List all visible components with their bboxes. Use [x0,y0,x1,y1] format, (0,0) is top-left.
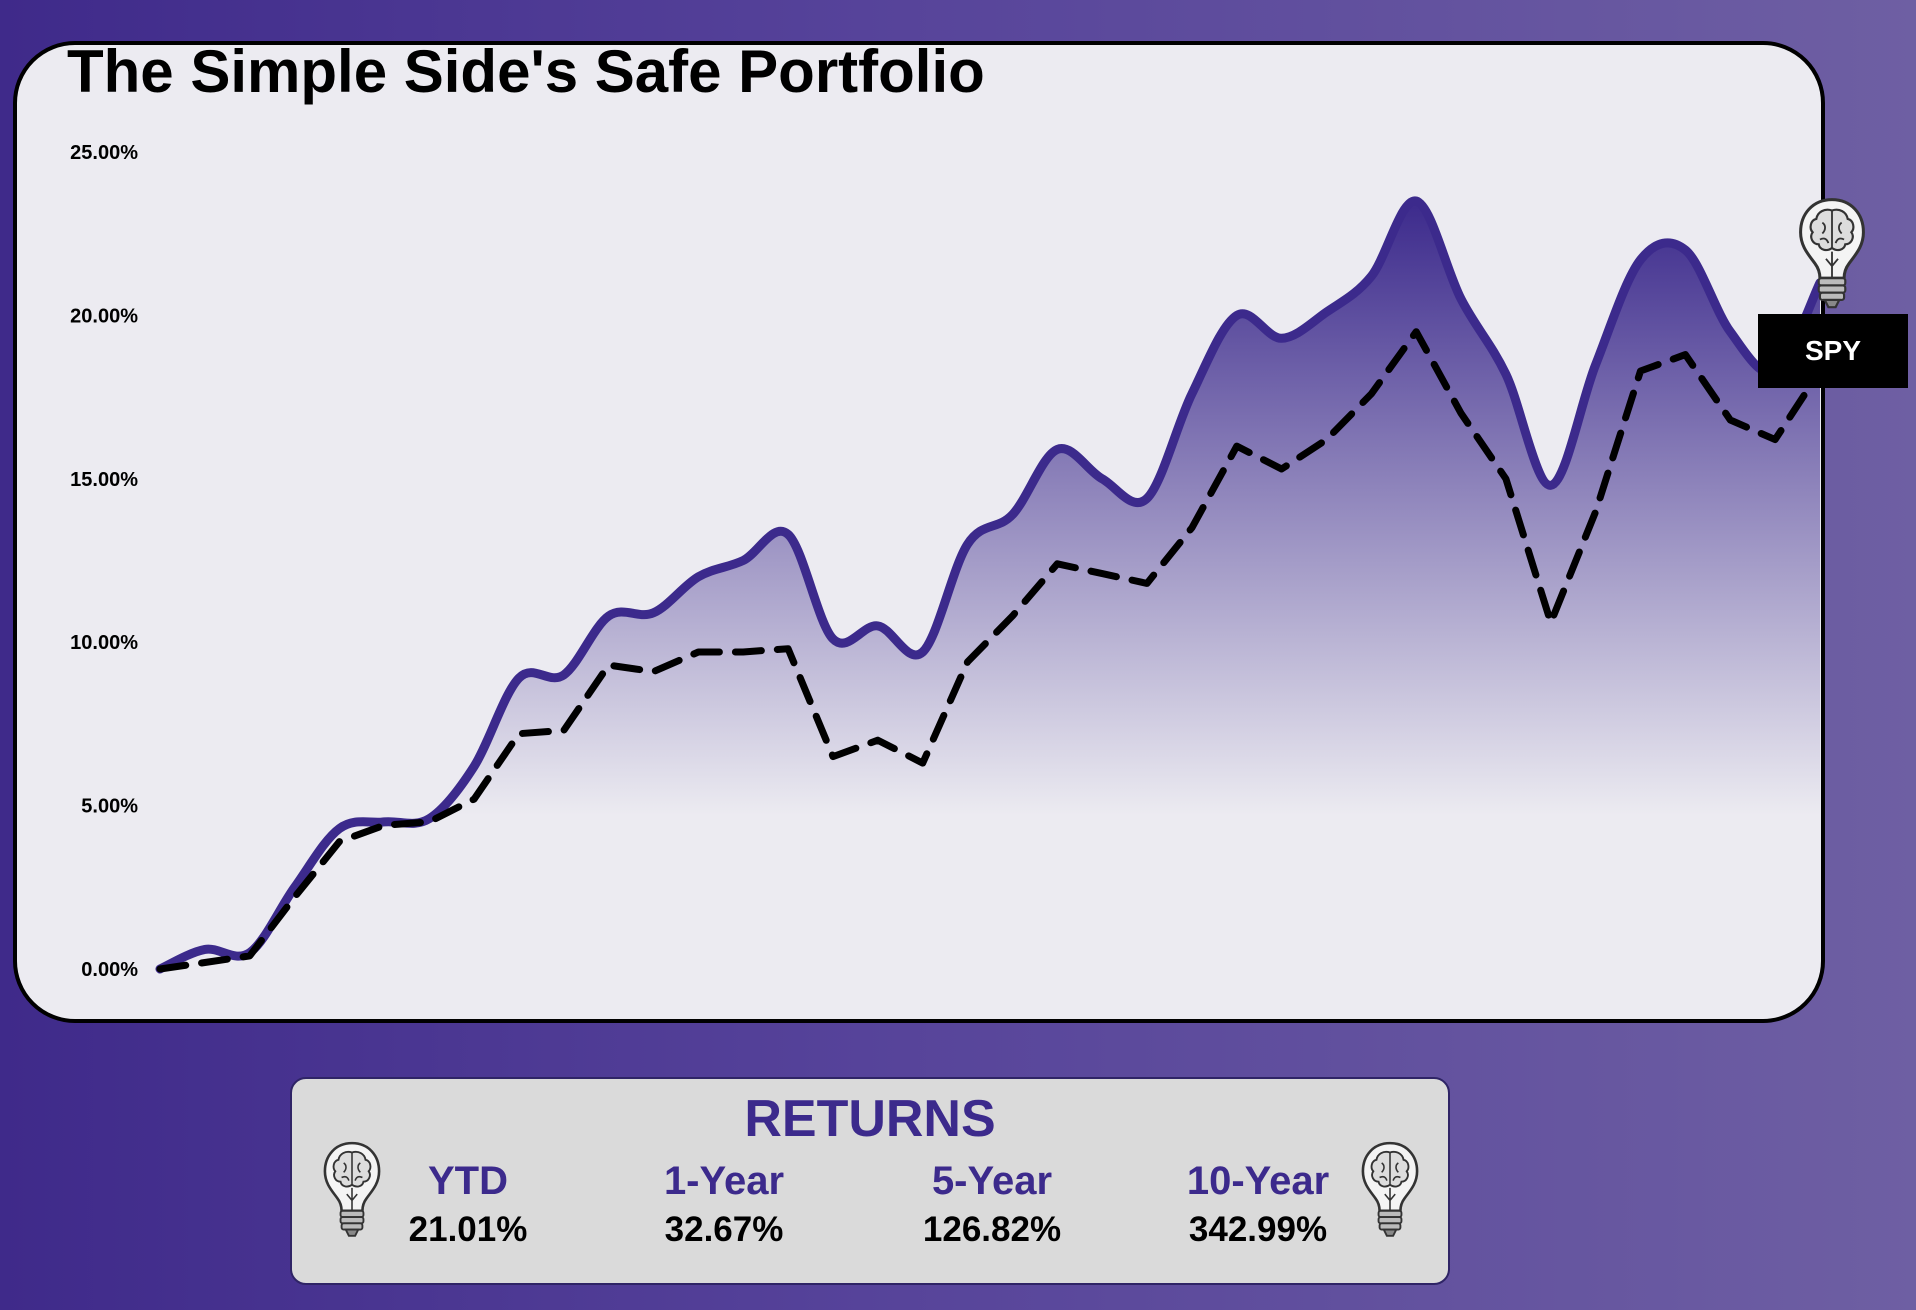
return-value: 21.01% [408,1210,528,1249]
brain-lightbulb-icon [1358,1140,1422,1240]
portfolio-line [155,196,1825,974]
portfolio-area [160,200,1820,969]
y-tick-label: 15.00% [70,469,138,491]
return-value: 32.67% [664,1210,784,1249]
return-10-year: 10-Year 342.99% [1158,1159,1358,1250]
return-label: 5-Year [931,1159,1053,1203]
return-value: 342.99% [1188,1210,1328,1249]
returns-panel: RETURNS YTD 21.01% 1-Year 32.67% 5-Year … [290,1077,1450,1285]
return-value: 126.82% [922,1210,1062,1249]
y-tick-label: 20.00% [70,305,138,327]
brain-lightbulb-icon [1792,196,1872,312]
chart-plot: 0.00% 5.00% 10.00% 15.00% 20.00% 25.00% [70,142,1825,981]
return-label: YTD [428,1159,508,1203]
return-label: 1-Year [663,1159,785,1203]
returns-title: RETURNS [744,1090,996,1148]
return-label: 10-Year [1186,1159,1330,1203]
y-tick-label: 25.00% [70,142,138,164]
y-tick-label: 5.00% [81,796,138,818]
y-tick-label: 0.00% [81,959,138,981]
y-tick-label: 10.00% [70,632,138,654]
return-5-year: 5-Year 126.82% [892,1159,1092,1250]
spy-line [156,328,1824,973]
return-1-year: 1-Year 32.67% [624,1159,824,1250]
spy-legend-label: SPY [1758,314,1908,388]
return-ytd: YTD 21.01% [368,1159,568,1250]
chart-title: The Simple Side's Safe Portfolio [67,38,985,105]
